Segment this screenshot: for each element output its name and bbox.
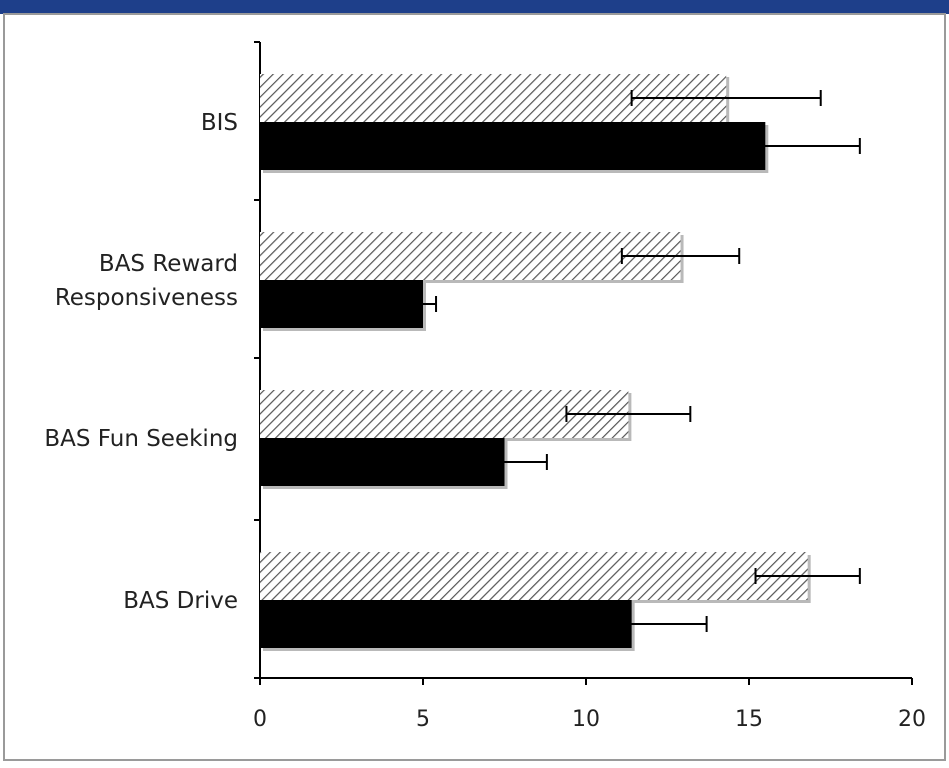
x-tick-label: 10	[572, 707, 600, 732]
x-tick-label: 20	[898, 707, 926, 732]
x-tick-label: 0	[253, 707, 267, 732]
category-label: BAS Drive	[123, 588, 238, 614]
x-tick-label: 15	[735, 707, 763, 732]
bar	[260, 232, 681, 280]
top-border	[0, 0, 949, 14]
category-label: BAS Reward Responsiveness	[55, 251, 238, 311]
bar	[260, 280, 423, 328]
bar	[260, 552, 808, 600]
x-tick-label: 5	[416, 707, 430, 732]
category-label: BIS	[201, 110, 238, 136]
category-label: BAS Fun Seeking	[44, 426, 238, 452]
